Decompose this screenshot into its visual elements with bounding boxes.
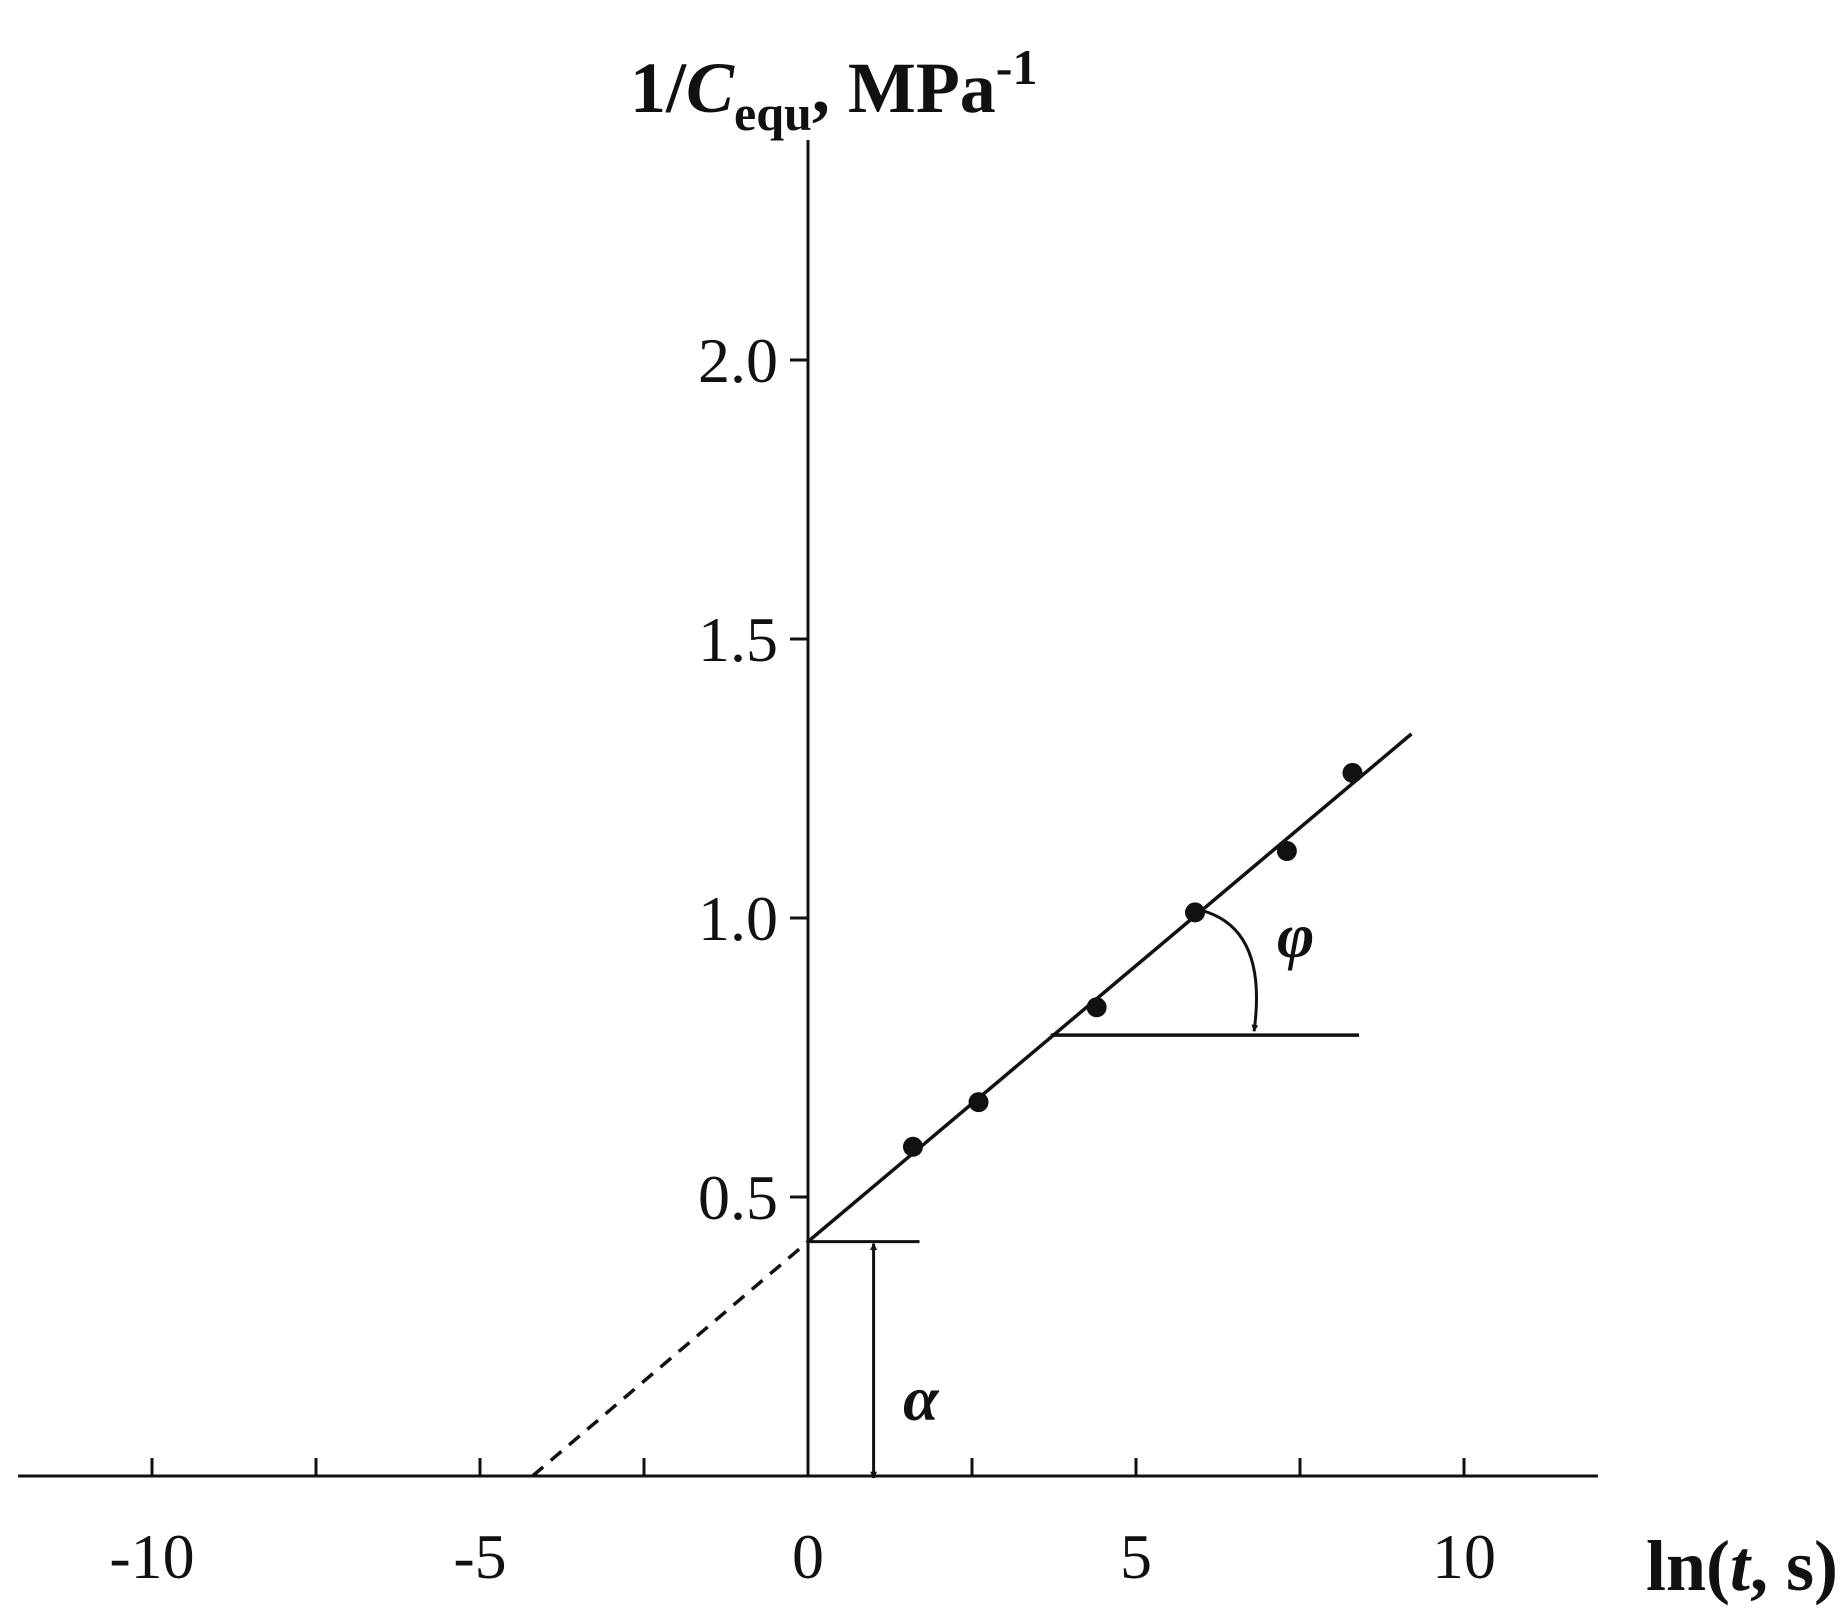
fit-line bbox=[806, 732, 1413, 1243]
y-axis-label-superscript: -1 bbox=[996, 39, 1038, 95]
data-point bbox=[1086, 997, 1107, 1018]
y-axis-label: 1/Cequ, MPa-1 bbox=[630, 39, 1037, 141]
y-tick-label: 1.0 bbox=[698, 883, 778, 954]
y-axis-label-unit: , MPa bbox=[812, 48, 996, 128]
x-axis-label: ln(t, s) bbox=[1646, 1526, 1838, 1606]
y-tick-label: 2.0 bbox=[698, 325, 778, 396]
phi-angle-arc bbox=[1201, 909, 1259, 1032]
y-tick-label: 1.5 bbox=[698, 604, 778, 675]
phi-annotation: φ bbox=[1277, 900, 1314, 971]
alpha-annotation: α bbox=[903, 1363, 940, 1434]
y-ticks: 0.5 1.0 1.5 2.0 bbox=[698, 325, 808, 1233]
y-axis-label-variable: C bbox=[686, 48, 735, 128]
data-point bbox=[1276, 841, 1297, 862]
x-tick-label: 0 bbox=[792, 1521, 824, 1592]
x-axis-label-prefix: ln( bbox=[1646, 1526, 1730, 1606]
y-tick-label: 0.5 bbox=[698, 1162, 778, 1233]
x-tick-label: -5 bbox=[453, 1521, 506, 1592]
y-axis-label-subscript: equ bbox=[734, 85, 812, 141]
y-axis-label-prefix: 1/ bbox=[630, 48, 687, 128]
x-axis-label-variable: t bbox=[1730, 1526, 1752, 1606]
x-tick-label: 5 bbox=[1120, 1521, 1152, 1592]
data-point bbox=[1342, 762, 1363, 783]
x-axis-label-suffix: , s) bbox=[1750, 1526, 1838, 1606]
x-tick-label: 10 bbox=[1432, 1521, 1496, 1592]
data-points bbox=[902, 762, 1363, 1157]
data-point bbox=[1185, 902, 1206, 923]
data-point bbox=[902, 1136, 923, 1157]
x-tick-label: -10 bbox=[109, 1521, 194, 1592]
data-point bbox=[968, 1092, 989, 1113]
x-ticks: -10 -5 0 5 10 bbox=[109, 1458, 1496, 1592]
extrapolation-line bbox=[531, 1240, 810, 1478]
